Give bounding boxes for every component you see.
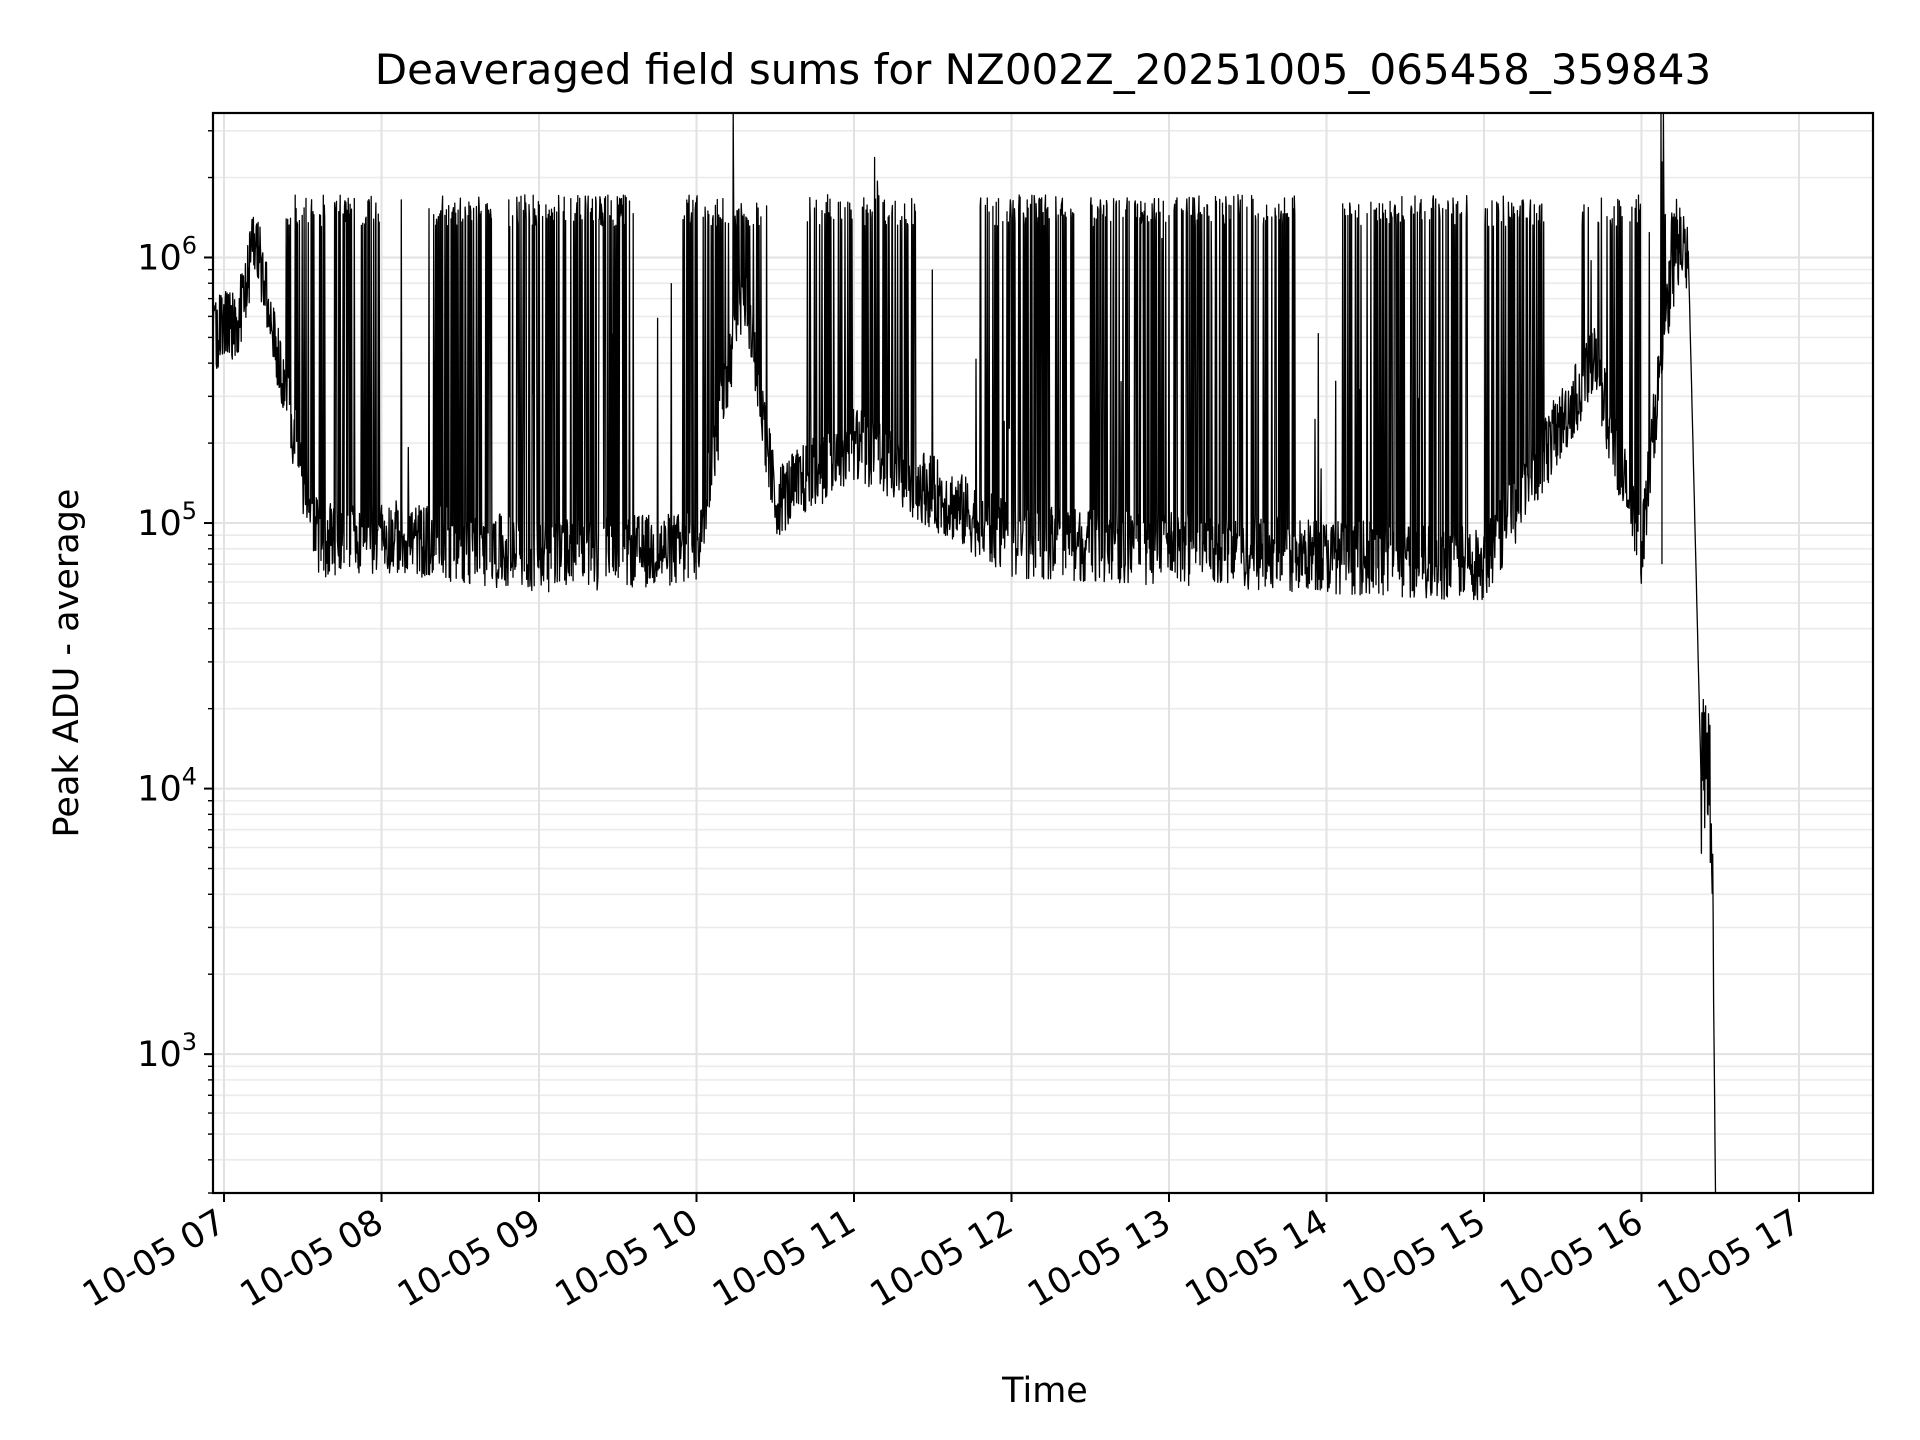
y-tick-label: 105 <box>137 497 197 544</box>
series-line <box>212 112 1717 1194</box>
x-axis-label: Time <box>1001 1371 1088 1411</box>
plot-frame <box>211 111 1875 1195</box>
series-area <box>212 112 1717 1194</box>
chart-title: Deaveraged field sums for NZ002Z_2025100… <box>375 45 1711 94</box>
y-tick-label: 104 <box>137 763 197 810</box>
y-axis-ticks: 103 104 105 106 <box>137 130 213 1194</box>
y-tick-label: 103 <box>137 1028 197 1075</box>
y-axis-label: Peak ADU - average <box>47 489 87 838</box>
y-tick-label: 106 <box>137 231 197 278</box>
